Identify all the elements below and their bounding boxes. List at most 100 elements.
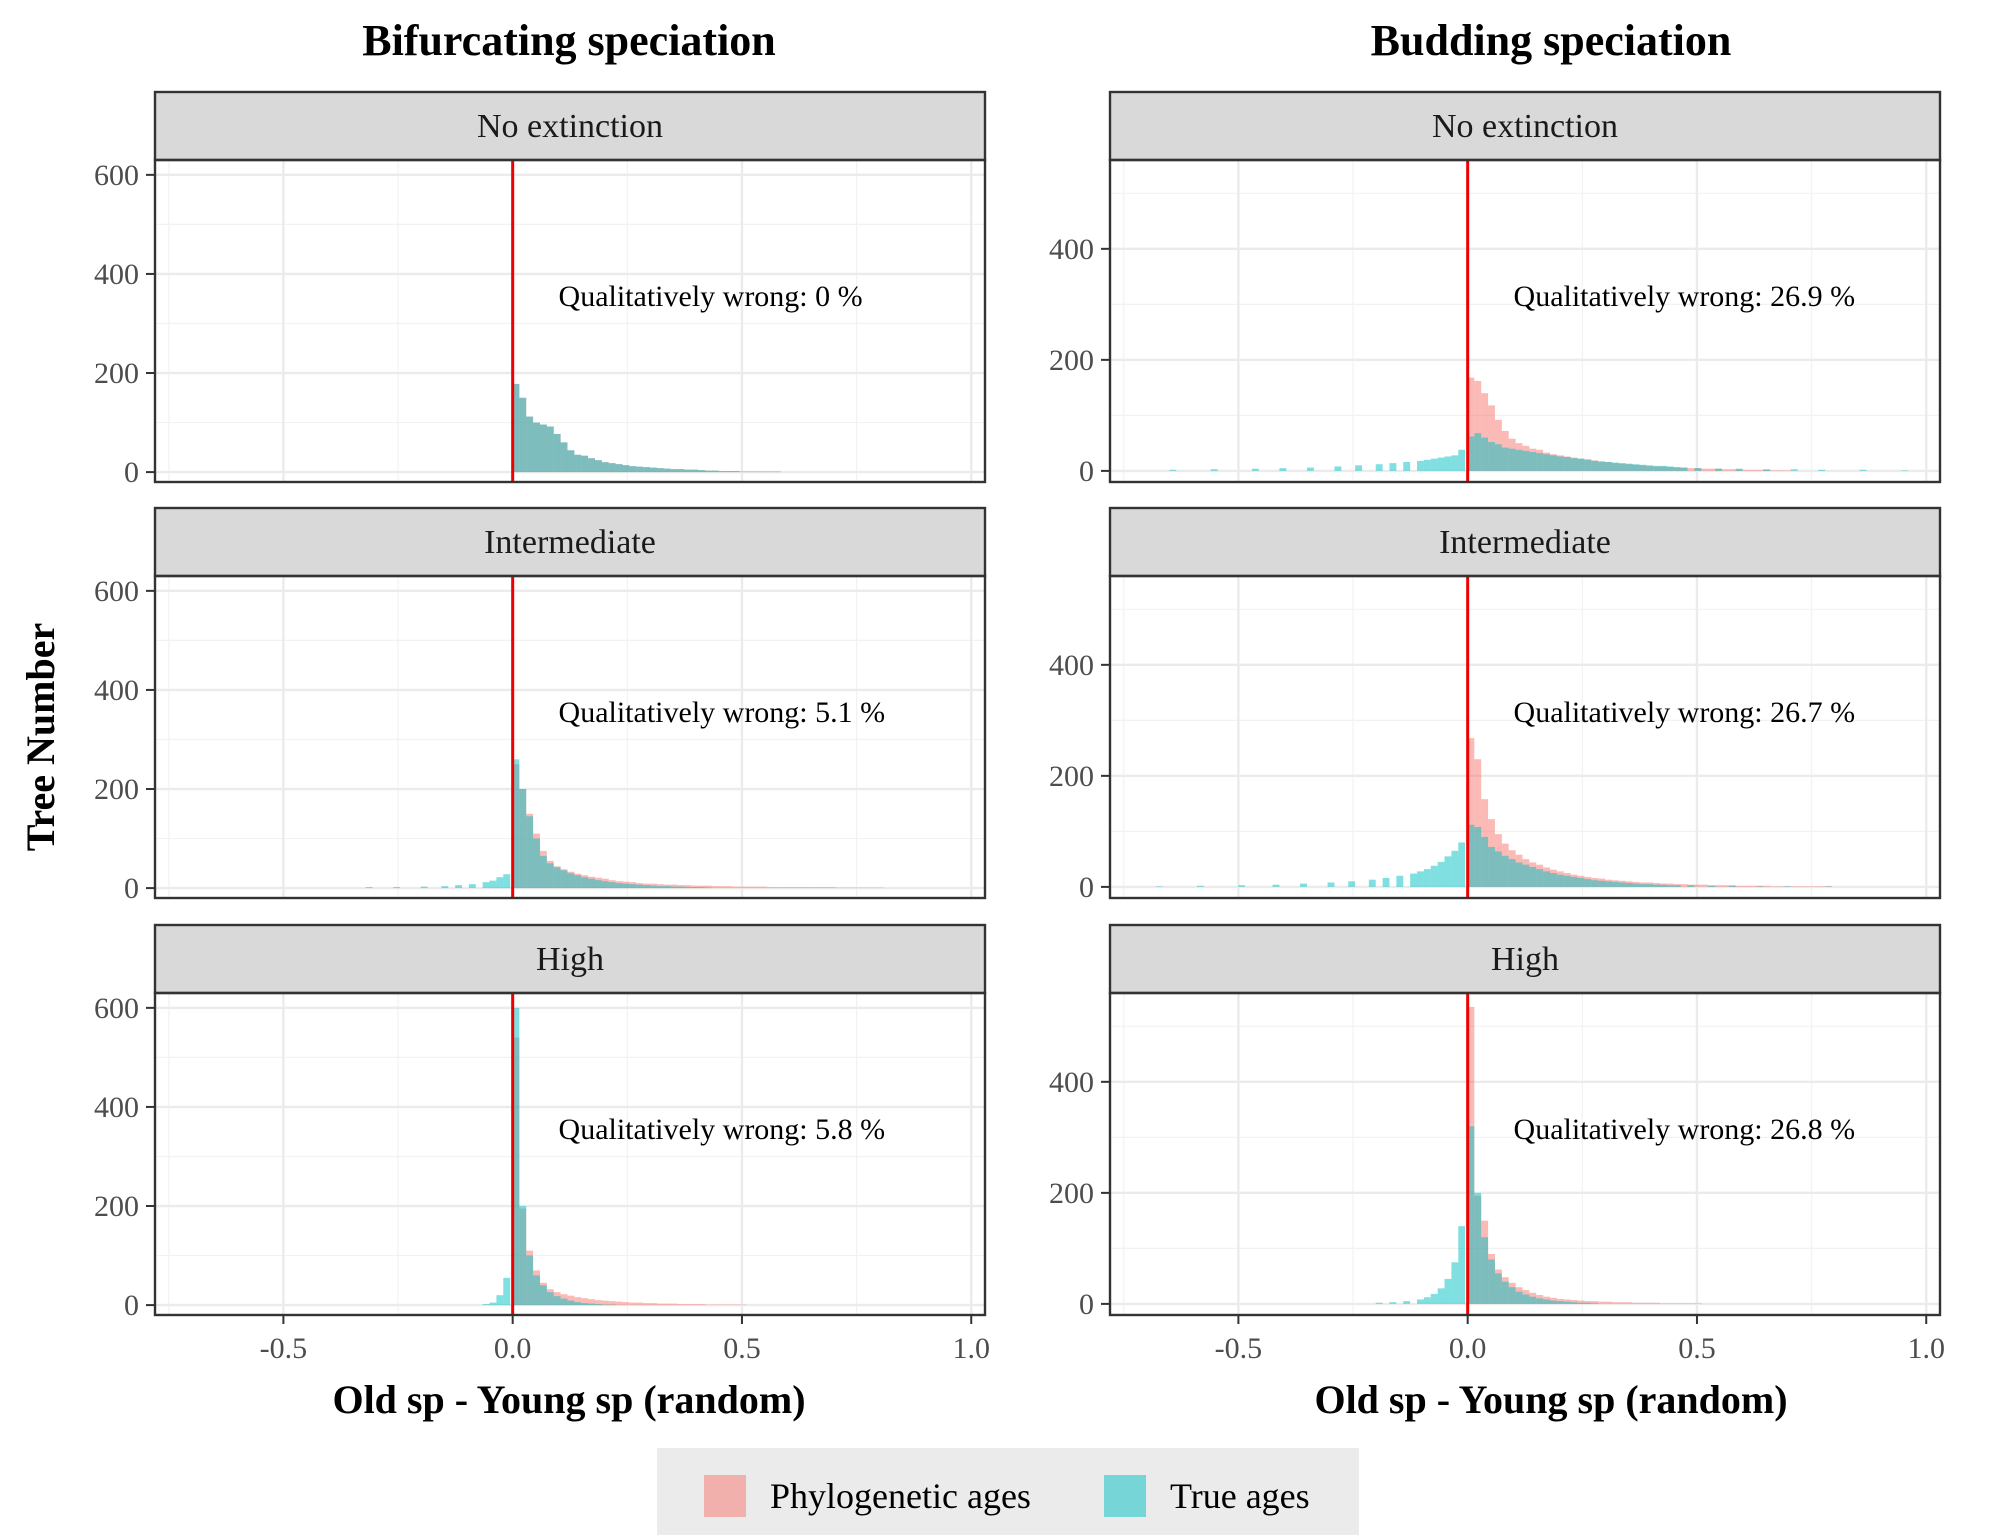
histogram-bar-true (1430, 458, 1438, 471)
histogram-bar-phylogenetic (1474, 759, 1482, 887)
histogram-bar-true (1570, 876, 1578, 887)
annotation-qualitatively-wrong: Qualitatively wrong: 26.8 % (1514, 1113, 1856, 1146)
histogram-bar-true (533, 422, 540, 473)
histogram-bar-true (1715, 468, 1722, 471)
histogram-bar-true (663, 468, 671, 473)
histogram-bar-true (1563, 457, 1571, 471)
histogram-bar-true (1563, 1301, 1571, 1304)
histogram-bar-true (1577, 1302, 1585, 1304)
histogram-bar-true (526, 1255, 534, 1306)
legend-key-true (1104, 1475, 1146, 1517)
y-tick-label: 0 (124, 1289, 139, 1322)
x-axis-title-left: Old sp - Young sp (random) (332, 1377, 805, 1422)
histogram-bar-true (1625, 463, 1633, 471)
histogram-bar-true (711, 470, 719, 473)
histogram-bar-true (1458, 449, 1466, 471)
histogram-bar-phylogenetic (1763, 885, 1771, 887)
histogram-bar-phylogenetic (1639, 1302, 1647, 1304)
y-tick-label: 0 (1079, 455, 1094, 488)
facet-strip-label: High (1491, 941, 1559, 978)
annotation-qualitatively-wrong: Qualitatively wrong: 0 % (559, 280, 863, 313)
histogram-bar-true (1508, 448, 1516, 471)
histogram-bar-true (1467, 436, 1475, 471)
histogram-bar-true (1515, 1291, 1523, 1304)
histogram-bar-true (656, 886, 664, 889)
histogram-bar-true (567, 873, 575, 889)
histogram-bar-phylogenetic (1584, 1301, 1592, 1304)
histogram-bar-true (1251, 468, 1259, 471)
histogram-bar-true (636, 466, 644, 473)
histogram-bar-true (1488, 442, 1495, 471)
histogram-bar-phylogenetic (1742, 885, 1750, 887)
panel-background (1110, 993, 1940, 1315)
histogram-bar-phylogenetic (1818, 886, 1826, 887)
histogram-bar-true (1501, 1281, 1509, 1304)
histogram-bar-true (1549, 873, 1557, 887)
histogram-bar-phylogenetic (1797, 886, 1805, 887)
histogram-bar-true (643, 467, 651, 473)
histogram-bar-true (1556, 456, 1564, 471)
panel-grid: Qualitatively wrong: 0 % No extinction 0 20… (94, 90, 1945, 1365)
facet-strip (1108, 506, 1942, 578)
histogram-bar-true (519, 1206, 527, 1306)
histogram-bar-true (1646, 884, 1654, 887)
histogram-bar-true (1673, 885, 1681, 887)
histogram-bar-true (1763, 469, 1771, 471)
histogram-bar-true (732, 471, 740, 473)
annotation-qualitatively-wrong: Qualitatively wrong: 5.8 % (559, 1113, 886, 1146)
histogram-bar-true (519, 789, 527, 889)
histogram-bar-phylogenetic (1783, 470, 1791, 471)
histogram-bar-true (1501, 855, 1509, 887)
histogram-bar-phylogenetic (1673, 1303, 1681, 1304)
histogram-bar-phylogenetic (1618, 1302, 1626, 1304)
histogram-bar-true (1494, 1273, 1502, 1304)
histogram-bar-true (1272, 884, 1280, 887)
histogram-bar-true (489, 1302, 497, 1306)
histogram-bar-true (1467, 824, 1475, 887)
histogram-bar-true (1444, 856, 1452, 887)
histogram-bar-true (1522, 450, 1530, 471)
x-tick-label: 1.0 (1907, 1332, 1945, 1365)
histogram-bar-true (1632, 883, 1640, 887)
facet-strip-label: No extinction (477, 108, 663, 145)
histogram-bar-true (1451, 1262, 1459, 1304)
histogram-bar-phylogenetic (1666, 1303, 1674, 1304)
histogram-bar-phylogenetic (808, 887, 816, 889)
histogram-bar-true (1653, 884, 1661, 887)
histogram-bar-true (608, 882, 616, 889)
histogram-bar-phylogenetic (663, 1303, 671, 1306)
histogram-bar-phylogenetic (732, 886, 740, 889)
histogram-bar-true (1577, 458, 1585, 471)
histogram-bar-phylogenetic (629, 1302, 637, 1306)
histogram-bar-true (1570, 458, 1578, 471)
histogram-bar-phylogenetic (1598, 1301, 1606, 1304)
facet-strip (153, 90, 987, 162)
histogram-bar-true (1382, 878, 1390, 887)
histogram-bar-true (629, 884, 637, 889)
legend-label-true: True ages (1170, 1476, 1310, 1516)
histogram-bar-true (1756, 886, 1764, 887)
histogram-bar-true (1423, 459, 1431, 471)
histogram-bar-true (1536, 869, 1544, 887)
panel-border (153, 158, 987, 484)
histogram-bar-true (526, 416, 534, 473)
histogram-bar-true (1494, 851, 1502, 887)
histogram-bar-true (1430, 865, 1438, 887)
histogram-bar-true (560, 870, 568, 889)
histogram-bar-phylogenetic (588, 1299, 595, 1306)
y-tick-label: 200 (1049, 344, 1094, 377)
histogram-bar-phylogenetic (1715, 885, 1722, 887)
histogram-bar-true (482, 882, 490, 889)
histogram-bar-true (1410, 873, 1418, 887)
panel-border (153, 574, 987, 900)
histogram-bar-true (1196, 885, 1204, 887)
histogram-bar-true (705, 470, 712, 473)
histogram-bar-true (1210, 469, 1218, 471)
histogram-bar-true (1368, 879, 1376, 887)
histogram-bar-true (539, 1285, 547, 1306)
histogram-bar-true (1458, 1226, 1466, 1304)
histogram-bar-phylogenetic (1680, 884, 1688, 887)
histogram-bar-true (1660, 884, 1667, 887)
histogram-bar-true (468, 884, 476, 889)
histogram-bar-true (1515, 862, 1523, 887)
